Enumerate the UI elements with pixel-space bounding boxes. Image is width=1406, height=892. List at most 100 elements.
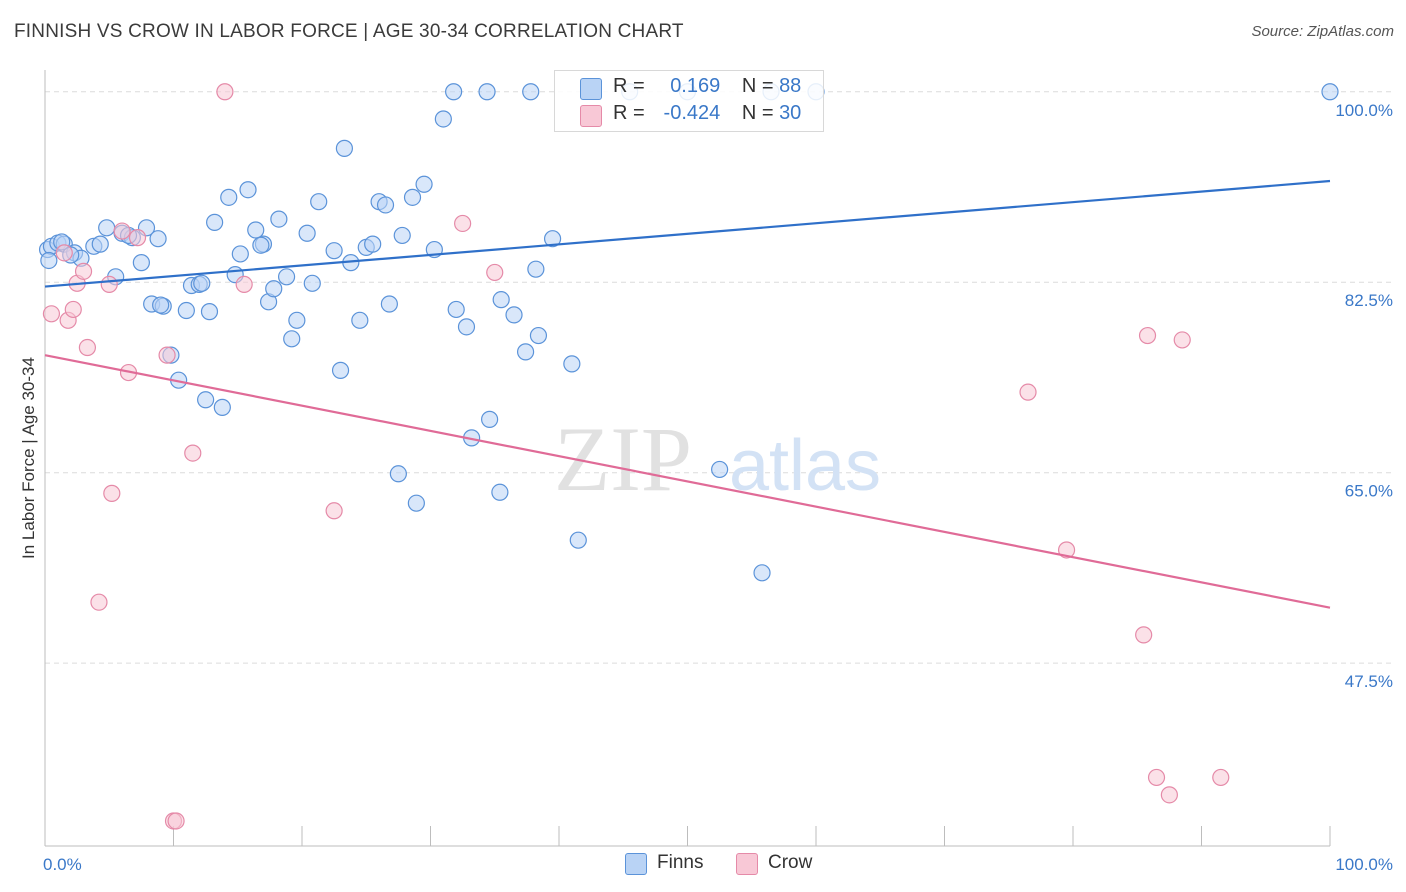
data-points bbox=[38, 83, 1339, 830]
crow-point bbox=[454, 214, 472, 233]
trend-lines bbox=[44, 179, 1331, 609]
finns-point bbox=[711, 460, 729, 479]
y-tick-label: 47.5% bbox=[1345, 672, 1393, 691]
finns-point bbox=[200, 303, 219, 321]
finns-point bbox=[197, 391, 215, 409]
crow-point bbox=[90, 593, 108, 611]
finns-point bbox=[563, 355, 581, 373]
finns-point bbox=[505, 306, 523, 324]
finns-swatch bbox=[625, 853, 647, 875]
watermark: ZIP atlas bbox=[554, 408, 881, 510]
finns-point bbox=[177, 301, 195, 320]
crow-point bbox=[167, 812, 185, 830]
finns-point bbox=[303, 274, 321, 292]
finns-point bbox=[569, 531, 587, 549]
crow-point bbox=[128, 229, 147, 247]
crow-point bbox=[1147, 768, 1166, 787]
finns-point bbox=[310, 193, 328, 211]
finns-point bbox=[457, 318, 476, 336]
finns-point bbox=[529, 326, 548, 345]
y-tick-label: 100.0% bbox=[1335, 101, 1393, 120]
finns-point bbox=[331, 361, 350, 379]
legend-n-label: N = bbox=[741, 75, 774, 97]
x-tick-label: 100.0% bbox=[1335, 855, 1393, 874]
legend-n-label: N = bbox=[741, 102, 774, 124]
y-tick-label: 82.5% bbox=[1345, 291, 1393, 310]
crow-point bbox=[113, 222, 131, 240]
x-tick-label: 0.0% bbox=[43, 855, 82, 874]
legend-label-crow: Crow bbox=[768, 852, 813, 873]
finns-point bbox=[98, 219, 116, 237]
finns-point bbox=[213, 398, 231, 416]
crow-point bbox=[158, 346, 176, 364]
source-label: Source: ZipAtlas.com bbox=[1251, 23, 1394, 40]
finns-point bbox=[447, 300, 465, 319]
crow-trend-line bbox=[44, 354, 1331, 609]
finns-point bbox=[1321, 83, 1339, 101]
tick-labels: 100.0% 82.5% 65.0% 47.5% 0.0% 100.0% bbox=[43, 101, 1393, 874]
finns-point bbox=[434, 110, 452, 128]
finns-point bbox=[132, 254, 150, 272]
finns-point bbox=[407, 494, 425, 512]
watermark-atlas: atlas bbox=[729, 426, 881, 506]
finns-point bbox=[152, 296, 170, 314]
series-legend: Finns Crow bbox=[0, 852, 1406, 878]
finns-point bbox=[492, 291, 510, 309]
finns-point bbox=[364, 235, 382, 253]
chart-title: FINNISH VS CROW IN LABOR FORCE | AGE 30-… bbox=[14, 21, 684, 42]
crow-point bbox=[74, 262, 93, 280]
finns-point bbox=[335, 139, 354, 157]
finns-point bbox=[478, 83, 496, 101]
finns-point bbox=[40, 251, 58, 270]
finns-point bbox=[91, 235, 109, 253]
legend-r-label: R = bbox=[613, 75, 645, 97]
gridlines bbox=[45, 91, 1393, 664]
crow-point bbox=[1019, 383, 1037, 401]
finns-point bbox=[231, 245, 249, 263]
crow-point bbox=[103, 484, 121, 502]
finns-point bbox=[252, 236, 270, 254]
finns-point bbox=[239, 181, 257, 199]
finns-point bbox=[380, 295, 398, 313]
crow-point bbox=[78, 338, 97, 357]
y-tick-label: 65.0% bbox=[1345, 482, 1393, 501]
finns-trend-line bbox=[44, 179, 1331, 288]
crow-point bbox=[184, 444, 202, 462]
crow-point bbox=[1138, 326, 1157, 345]
finns-point bbox=[206, 213, 224, 231]
crow-point bbox=[100, 275, 118, 294]
finns-point bbox=[265, 280, 283, 298]
finns-point bbox=[247, 221, 265, 239]
crow-point bbox=[1057, 541, 1076, 559]
legend-r-label: R = bbox=[613, 102, 645, 124]
finns-point bbox=[288, 311, 306, 329]
finns-point bbox=[415, 175, 433, 193]
legend-label-finns: Finns bbox=[657, 852, 704, 873]
crow-point bbox=[486, 263, 504, 282]
crow-swatch bbox=[580, 105, 602, 127]
crow-point bbox=[235, 275, 253, 294]
legend-n-value-finns: 88 bbox=[779, 75, 802, 97]
finns-point bbox=[298, 224, 316, 242]
finns-swatch bbox=[580, 78, 602, 100]
finns-point bbox=[277, 268, 296, 286]
finns-point bbox=[389, 465, 407, 483]
finns-point bbox=[270, 210, 288, 228]
finns-point bbox=[445, 83, 463, 101]
finns-point bbox=[220, 188, 238, 206]
finns-point bbox=[376, 196, 395, 214]
finns-point bbox=[403, 188, 422, 206]
finns-point bbox=[491, 483, 509, 501]
crow-point bbox=[216, 83, 234, 101]
crow-point bbox=[325, 502, 343, 520]
finns-point bbox=[516, 343, 535, 361]
finns-point bbox=[283, 330, 301, 348]
finns-point bbox=[193, 274, 211, 292]
finns-point bbox=[522, 83, 540, 101]
correlation-legend: R = 0.169 N = 88 R = -0.424 N = 30 bbox=[554, 70, 824, 132]
legend-n-value-crow: 30 bbox=[779, 102, 802, 124]
finns-point bbox=[753, 564, 771, 582]
finns-point bbox=[543, 230, 562, 248]
finns-point bbox=[351, 311, 369, 329]
